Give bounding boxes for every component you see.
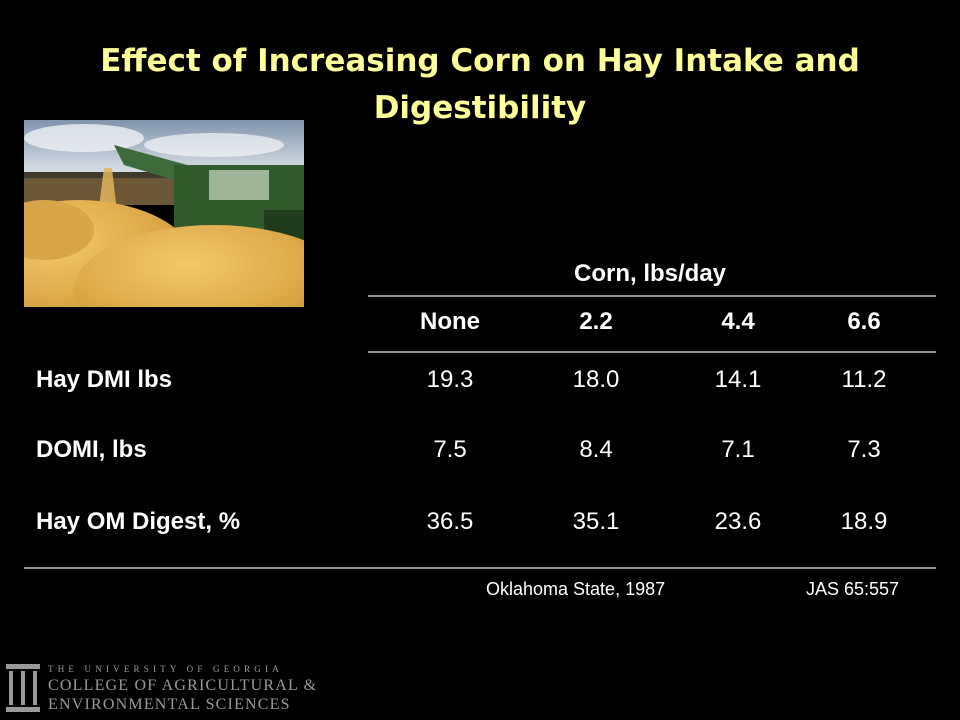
header-rule-bottom (368, 351, 936, 353)
table-cell: 11.2 (841, 366, 887, 393)
col-header-4-4: 4.4 (721, 308, 755, 335)
logo-line-sciences: ENVIRONMENTAL SCIENCES (48, 696, 291, 713)
uga-caes-logo: THE UNIVERSITY OF GEORGIA COLLEGE OF AGR… (4, 662, 316, 716)
table-cell: 23.6 (714, 508, 762, 535)
row-label-hay-dmi: Hay DMI lbs (36, 366, 173, 393)
logo-line-college: COLLEGE OF AGRICULTURAL & (48, 677, 318, 694)
col-header-none: None (420, 308, 480, 335)
journal-reference: JAS 65:557 (806, 579, 900, 599)
table-cell: 14.1 (714, 366, 762, 393)
table-cell: 7.5 (433, 436, 467, 463)
table-cell: 18.9 (840, 508, 888, 535)
logo-line-university: THE UNIVERSITY OF GEORGIA (48, 664, 283, 674)
row-label-hay-om-digest: Hay OM Digest, % (36, 508, 241, 535)
table-cell: 7.3 (847, 436, 881, 463)
arch-icon (6, 664, 40, 712)
col-header-2-2: 2.2 (579, 308, 613, 335)
table-cell: 8.4 (579, 436, 613, 463)
group-header: Corn, lbs/day (573, 260, 727, 287)
header-rule-top (368, 295, 936, 297)
table-cell: 18.0 (572, 366, 620, 393)
table-cell: 35.1 (572, 508, 620, 535)
col-header-6-6: 6.6 (847, 308, 881, 335)
table-cell: 19.3 (426, 366, 474, 393)
row-label-domi: DOMI, lbs (36, 436, 147, 463)
table-cell: 7.1 (721, 436, 755, 463)
slide-title: Effect of Increasing Corn on Hay Intake … (100, 43, 860, 126)
table-cell: 36.5 (426, 508, 474, 535)
table-rule-bottom (24, 567, 936, 569)
source-citation: Oklahoma State, 1987 (486, 579, 666, 599)
corn-harvest-illustration (24, 120, 304, 307)
corn-harvest-photo (24, 120, 304, 307)
